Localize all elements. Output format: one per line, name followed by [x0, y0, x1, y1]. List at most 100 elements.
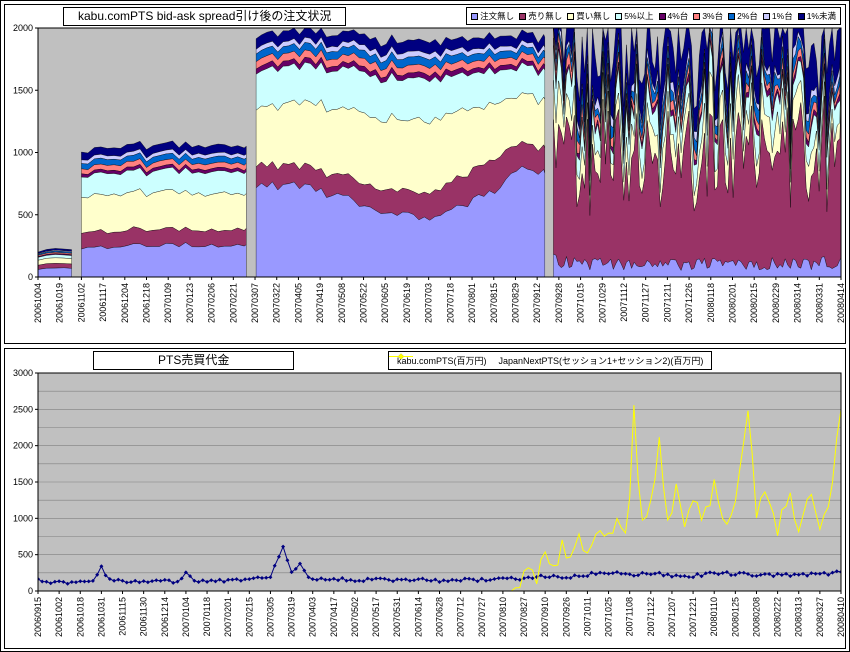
legend-item: 注文無し [471, 10, 514, 22]
area-band [255, 165, 545, 277]
legend-swatch-icon [762, 12, 770, 20]
legend-item: 売り無し [519, 10, 562, 22]
y-tick-label: 1500 [13, 477, 33, 487]
x-tick-label: 20070712 [456, 597, 466, 637]
trading-value-chart-frame: PTS売買代金 kabu.comPTS(百万円) JapanNextPTS(セッシ… [4, 348, 846, 649]
x-tick-label: 20070727 [477, 597, 487, 637]
x-tick-label: 20080110 [709, 597, 719, 636]
x-tick-label: 20070403 [308, 597, 318, 637]
x-tick-label: 20070619 [402, 283, 412, 323]
x-tick-label: 20080410 [836, 597, 845, 637]
legend-label: 4%台 [667, 11, 689, 21]
legend-swatch-icon [567, 12, 575, 20]
x-tick-label: 20070718 [445, 283, 455, 323]
y-tick-label: 2500 [13, 404, 33, 414]
bottom-chart-title: PTS売買代金 [93, 351, 295, 370]
x-tick-label: 20060915 [33, 597, 43, 637]
legend-label: JapanNextPTS(セッション1+セッション2)(百万円) [498, 356, 704, 366]
legend-item: 2%台 [728, 10, 758, 22]
stacked-areas [38, 28, 841, 277]
order-status-chart-frame: kabu.comPTS bid-ask spread引け後の注文状況 注文無し 売… [4, 4, 846, 344]
bottom-chart-legend: kabu.comPTS(百万円) JapanNextPTS(セッション1+セッショ… [388, 351, 713, 370]
legend-swatch-icon [471, 12, 479, 20]
y-tick-label: 2000 [13, 441, 33, 451]
y-tick-label: 1500 [13, 85, 33, 95]
x-tick-label: 20070123 [185, 283, 195, 323]
y-tick-label: 500 [18, 550, 33, 560]
x-tick-label: 20070319 [287, 597, 297, 637]
x-tick-label: 20070307 [250, 283, 260, 323]
area-band [553, 253, 841, 277]
top-chart-title: kabu.comPTS bid-ask spread引け後の注文状況 [63, 7, 347, 26]
x-tick-label: 20061115 [118, 597, 128, 636]
x-tick-label: 20061002 [54, 597, 64, 637]
x-tick-label: 20070206 [207, 283, 217, 323]
x-tick-label: 20070215 [244, 597, 254, 637]
x-tick-label: 20080314 [793, 283, 803, 323]
legend-item: 4%台 [658, 10, 689, 22]
x-tick-label: 20080327 [815, 597, 825, 637]
area-band [81, 242, 247, 277]
x-tick-label: 20080313 [794, 597, 804, 637]
x-tick-label: 20070928 [554, 283, 564, 323]
x-tick-label: 20071025 [604, 597, 614, 637]
x-tick-label: 20070827 [519, 597, 529, 637]
legend-label: 5%以上 [624, 11, 654, 21]
x-tick-label: 20070829 [510, 283, 520, 323]
x-tick-label: 20070201 [223, 597, 233, 637]
x-tick-label: 20070517 [371, 597, 381, 637]
x-tick-label: 20070810 [498, 597, 508, 637]
x-tick-label: 20071122 [646, 597, 656, 636]
x-tick-label: 20071226 [684, 283, 694, 323]
x-tick-label: 20071221 [688, 597, 698, 637]
legend-item: JapanNextPTS(セッション1+セッション2)(百万円) [389, 353, 704, 367]
legend-swatch-icon [519, 12, 527, 20]
x-tick-label: 20061214 [160, 597, 170, 637]
x-tick-label: 20070419 [315, 283, 325, 323]
legend-swatch-icon [615, 12, 623, 20]
legend-label: 2%台 [737, 11, 758, 21]
x-tick-label: 20071211 [662, 283, 672, 322]
x-tick-label: 20070912 [532, 283, 542, 323]
legend-swatch-icon [693, 12, 701, 20]
x-tick-label: 20080229 [771, 283, 781, 323]
series-markers [38, 544, 841, 586]
y-tick-label: 3000 [13, 368, 33, 378]
legend-item: 5%以上 [615, 10, 654, 22]
x-tick-label: 20070109 [163, 283, 173, 323]
x-tick-label: 20061102 [76, 283, 86, 322]
x-tick-label: 20071108 [625, 597, 635, 636]
x-tick-label: 20070502 [350, 597, 360, 637]
x-tick-label: 20061117 [98, 283, 108, 322]
x-tick-label: 20080201 [727, 283, 737, 323]
x-tick-label: 20080125 [730, 597, 740, 637]
x-tick-label: 20070531 [392, 597, 402, 637]
legend-swatch-icon [728, 12, 736, 20]
x-tick-label: 20070628 [435, 597, 445, 637]
legend-label: 1%未満 [806, 11, 836, 21]
y-tick-label: 1000 [13, 148, 33, 158]
legend-label: kabu.comPTS(百万円) [397, 356, 487, 366]
x-tick-label: 20070221 [228, 283, 238, 323]
legend-swatch-icon [797, 12, 805, 20]
x-tick-label: 20070417 [329, 597, 339, 637]
y-tick-label: 500 [18, 210, 33, 220]
x-tick-label: 20070815 [489, 283, 499, 323]
area-band [38, 267, 72, 277]
legend-swatch-icon [658, 12, 666, 20]
x-tick-label: 20080414 [836, 283, 845, 323]
x-tick-label: 20061004 [33, 283, 43, 323]
x-tick-label: 20070910 [540, 597, 550, 637]
legend-label: 1%台 [771, 11, 793, 21]
x-tick-label: 20080208 [751, 597, 761, 637]
legend-item: 1%未満 [797, 10, 836, 22]
y-tick-label: 0 [28, 586, 33, 596]
x-tick-label: 20071112 [619, 283, 629, 322]
legend-item: 買い無し [567, 10, 610, 22]
top-chart-plot: 0 500 1000 1500 2000 20061004 20061019 20061102… [13, 23, 845, 323]
top-chart-legend: 注文無し 売り無し 買い無し 5%以上 4%台 3%台 2%台 1%台 1%未満 [466, 7, 841, 25]
x-tick-label: 20071127 [641, 283, 651, 322]
legend-line-marker-icon [389, 353, 413, 360]
x-tick-label: 20070104 [181, 597, 191, 637]
